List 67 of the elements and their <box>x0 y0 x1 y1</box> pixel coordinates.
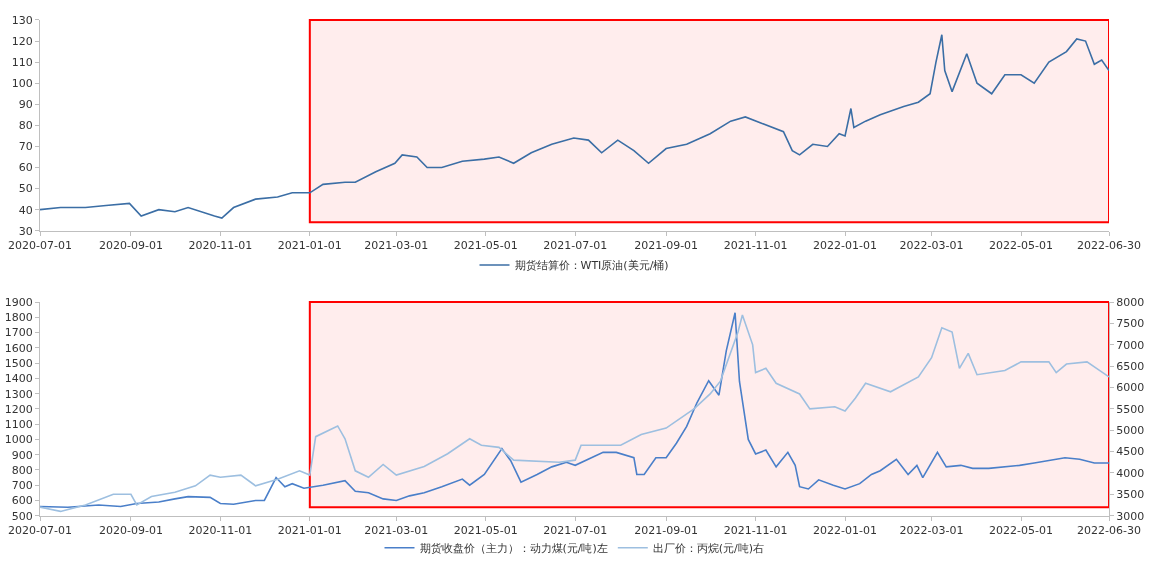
legend-label: 出厂价：丙烷(元/吨)右 <box>652 542 765 555</box>
y2-tick-label: 7500 <box>1116 317 1145 331</box>
x-tick-label: 2021-07-01 <box>543 238 608 252</box>
x-tick-label: 2022-01-01 <box>813 238 878 252</box>
x-tick-label: 2021-07-01 <box>543 523 608 537</box>
x-tick-label: 2020-07-01 <box>8 238 72 252</box>
x-tick-label: 2022-03-01 <box>899 523 964 537</box>
x-tick-label: 2021-01-01 <box>277 523 342 537</box>
y-tick-label: 90 <box>18 98 33 112</box>
y-tick-label: 40 <box>18 203 33 217</box>
y-tick-label: 60 <box>18 161 33 175</box>
x-tick-label: 2021-11-01 <box>723 238 788 252</box>
x-tick-label: 2022-05-01 <box>989 523 1053 537</box>
x-tick-label: 2020-07-01 <box>8 523 72 537</box>
x-tick-label: 2020-11-01 <box>188 238 253 252</box>
x-tick-label: 2022-03-01 <box>899 238 964 252</box>
y2-tick-label: 8000 <box>1116 295 1145 309</box>
y2-tick-label: 7000 <box>1116 338 1145 352</box>
y-tick-label: 30 <box>18 224 33 238</box>
y-tick-label: 1700 <box>4 326 33 340</box>
legend-label: 期货收盘价（主力）：动力煤(元/吨)左 <box>419 542 608 555</box>
y-tick-label: 800 <box>11 463 33 477</box>
x-tick-label: 2021-11-01 <box>723 523 788 537</box>
y-tick-label: 1300 <box>4 387 33 401</box>
y-tick-label: 1200 <box>4 402 33 416</box>
y2-tick-label: 3000 <box>1116 509 1145 523</box>
y2-tick-label: 6000 <box>1116 381 1145 395</box>
x-tick-label: 2022-05-01 <box>989 238 1053 252</box>
y-tick-label: 50 <box>18 182 33 196</box>
y-tick-label: 1400 <box>4 372 33 386</box>
legend-label: 期货结算价：WTI原油(美元/桶) <box>514 259 669 273</box>
x-tick-label: 2021-05-01 <box>453 238 518 252</box>
y2-tick-label: 4500 <box>1116 445 1145 459</box>
x-tick-label: 2022-01-01 <box>813 523 878 537</box>
y-tick-label: 1100 <box>4 418 33 431</box>
x-tick-label: 2022-06-30 <box>1077 238 1141 252</box>
y-tick-label: 130 <box>11 13 33 27</box>
x-tick-label: 2020-11-01 <box>188 523 253 537</box>
y2-tick-label: 5000 <box>1116 424 1145 438</box>
y2-tick-label: 6500 <box>1116 360 1145 374</box>
y-tick-label: 700 <box>11 479 33 493</box>
y-tick-label: 1800 <box>4 311 33 325</box>
y-tick-label: 1500 <box>4 356 33 370</box>
y-tick-label: 120 <box>11 34 33 48</box>
y-tick-label: 1900 <box>4 295 33 309</box>
y-tick-label: 100 <box>11 77 33 91</box>
x-tick-label: 2021-03-01 <box>364 238 429 252</box>
y-tick-label: 900 <box>11 448 33 462</box>
x-tick-label: 2021-09-01 <box>634 238 699 252</box>
x-tick-label: 2020-09-01 <box>98 523 163 537</box>
y-tick-label: 80 <box>18 119 33 133</box>
y2-tick-label: 3500 <box>1116 488 1145 502</box>
x-tick-label: 2021-05-01 <box>453 523 518 537</box>
y-tick-label: 1600 <box>4 341 33 355</box>
x-tick-label: 2021-09-01 <box>634 523 699 537</box>
y2-tick-label: 5500 <box>1116 402 1145 416</box>
y-tick-label: 110 <box>11 55 33 69</box>
y2-tick-label: 4000 <box>1116 466 1145 480</box>
y-tick-label: 500 <box>11 509 33 523</box>
x-tick-label: 2022-06-30 <box>1077 523 1141 537</box>
y-tick-label: 70 <box>18 140 33 154</box>
line-series <box>40 33 1109 219</box>
x-tick-label: 2020-09-01 <box>98 238 163 252</box>
x-tick-label: 2021-03-01 <box>364 523 429 537</box>
y-tick-label: 1000 <box>4 433 33 447</box>
x-tick-label: 2021-01-01 <box>277 238 342 252</box>
y-tick-label: 600 <box>11 494 33 508</box>
